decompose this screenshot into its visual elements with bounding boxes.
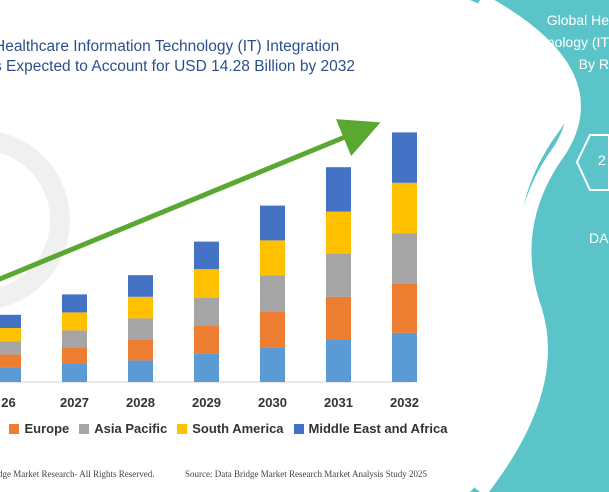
- side-title-line-1: Global He: [546, 12, 609, 28]
- bar-segment: [62, 294, 87, 313]
- side-title-line-3: By R: [578, 56, 609, 72]
- footer-source: Source: Data Bridge Market Research Mark…: [185, 469, 427, 479]
- bar-segment: [392, 233, 417, 284]
- legend-swatch: [79, 423, 90, 434]
- side-panel-background: [470, 0, 609, 492]
- bar-segment: [0, 328, 21, 342]
- bar-segment: [128, 275, 153, 297]
- x-tick-label: 2030: [258, 395, 287, 410]
- side-bottom-text: DA: [589, 230, 609, 246]
- x-tick-label: 2028: [126, 395, 155, 410]
- legend-label: Europe: [24, 421, 70, 436]
- bar-segment: [194, 353, 219, 382]
- side-badge-text: 2: [598, 152, 606, 168]
- bar-segment: [128, 318, 153, 340]
- trend-arrow: [0, 119, 381, 282]
- chart-subtitle: s Expected to Account for USD 14.28 Bill…: [0, 58, 356, 75]
- x-tick-label: 26: [1, 395, 15, 410]
- bar-segment: [260, 275, 285, 312]
- bar-segment: [194, 298, 219, 326]
- x-tick-label: 2031: [324, 395, 353, 410]
- legend-item-europe: Europe: [9, 421, 69, 436]
- bar-segment: [260, 205, 285, 241]
- watermark: [0, 132, 70, 308]
- bar-segment: [326, 211, 351, 254]
- bar-segment: [326, 340, 351, 382]
- bar-segment: [62, 312, 87, 331]
- side-title-line-2: Technology (IT: [517, 34, 609, 50]
- bar-segment: [128, 340, 153, 361]
- bar-segment: [194, 269, 219, 298]
- bar-segment: [260, 240, 285, 276]
- bar-segment: [392, 332, 417, 382]
- legend-item-asia-pacific: Asia Pacific: [79, 421, 167, 436]
- legend-label: Asia Pacific: [94, 421, 168, 436]
- legend-item-south-america: South America: [177, 421, 284, 436]
- bar-segment: [392, 283, 417, 333]
- legend-label: South America: [192, 421, 284, 436]
- x-tick-label: 2027: [60, 395, 89, 410]
- bar-segment: [0, 354, 21, 368]
- bar-segment: [260, 347, 285, 382]
- bar-segment: [326, 253, 351, 297]
- legend-label: Middle East and Africa: [308, 421, 448, 436]
- x-tick-label: 2032: [390, 395, 419, 410]
- bar-segment: [326, 167, 351, 212]
- chart-title: Healthcare Information Technology (IT) I…: [0, 38, 340, 55]
- bar-segment: [62, 347, 87, 364]
- legend: ca Europe Asia Pacific South America Mid…: [0, 421, 447, 436]
- bar-segment: [392, 132, 417, 183]
- side-panel-hexagon: [575, 134, 609, 191]
- x-tick-label: 2029: [192, 395, 221, 410]
- bar-segment: [194, 241, 219, 270]
- bar-segment: [62, 364, 87, 382]
- bar-segment: [128, 360, 153, 382]
- bar-segment: [260, 311, 285, 348]
- legend-item-mea: Middle East and Africa: [293, 421, 448, 436]
- side-panel-curve: [474, 0, 581, 492]
- bar-segment: [128, 296, 153, 319]
- bar-segment: [326, 296, 351, 340]
- tick-labels: 26 2027 2028 2029 2030 2031 2032: [1, 395, 419, 410]
- legend-swatch: [293, 423, 304, 434]
- bar-segment: [0, 367, 21, 382]
- bar-segment: [392, 182, 417, 234]
- bar-segment: [0, 314, 21, 328]
- bars-layer: [0, 132, 417, 382]
- footer-copyright: dge Market Research- All Rights Reserved…: [0, 469, 155, 479]
- bar-segment: [194, 325, 219, 354]
- bar-segment: [62, 330, 87, 348]
- legend-swatch: [177, 423, 188, 434]
- bar-segment: [0, 341, 21, 355]
- legend-swatch: [9, 423, 20, 434]
